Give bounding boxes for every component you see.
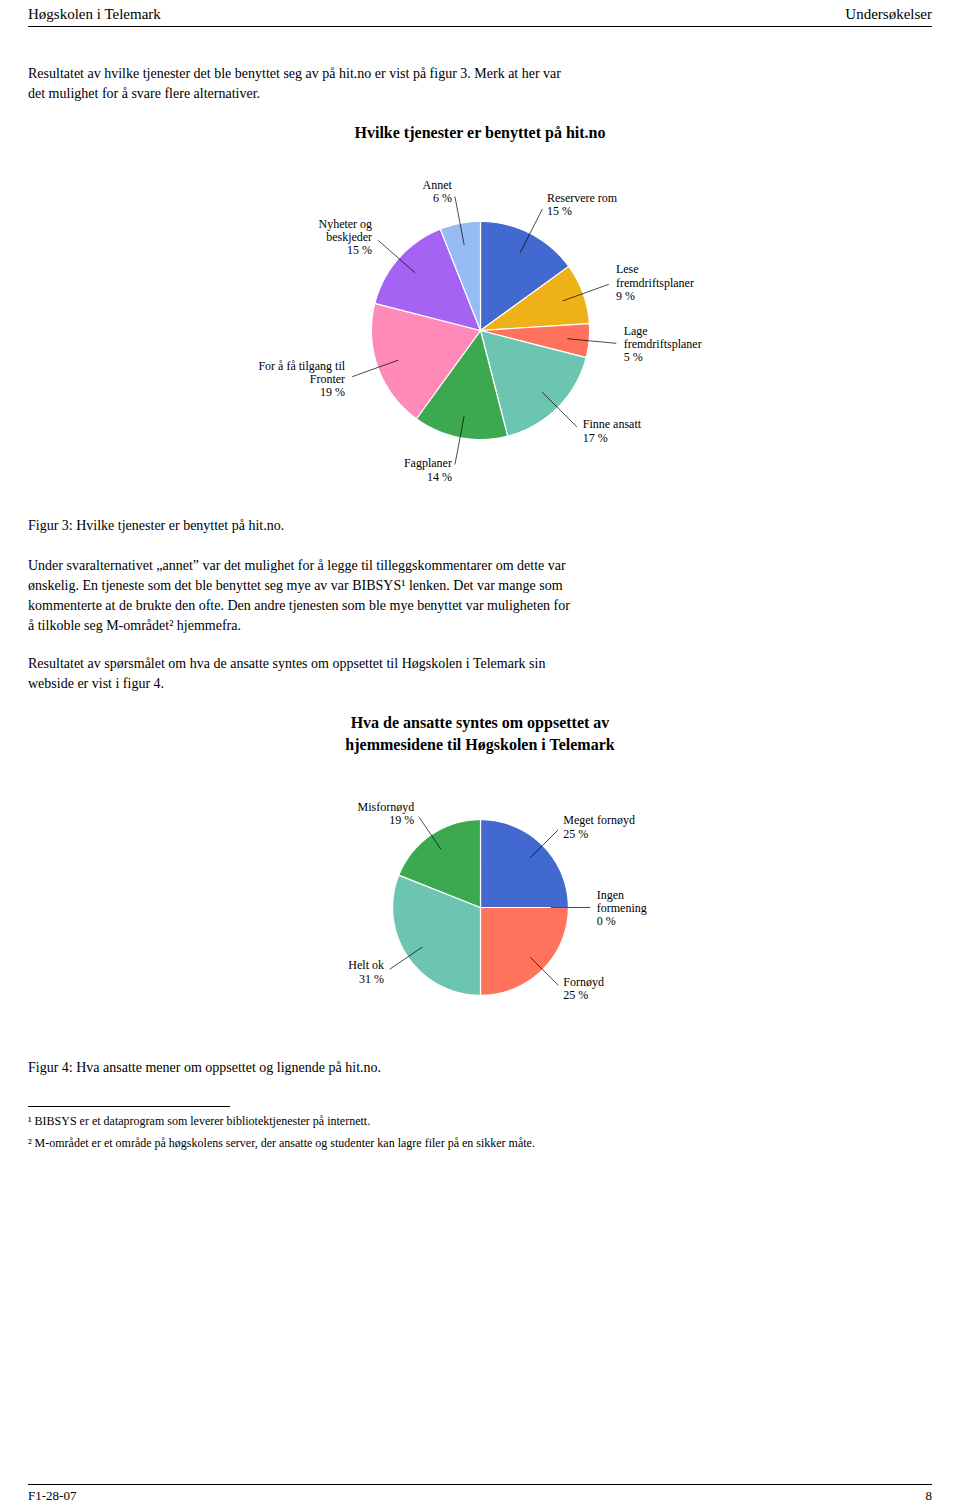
html-text:¹ BIBSYS er et dataprogram som: ¹ BIBSYS er et dataprogram som leverer b… bbox=[28, 1114, 371, 1128]
svg-text:Helt ok31 %: Helt ok31 % bbox=[348, 958, 384, 985]
html-text:Resultatet av spørsmålet om hv: Resultatet av spørsmålet om hva de ansat… bbox=[28, 656, 546, 691]
html-text:Hvilke tjenester er benyttet p: Hvilke tjenester er benyttet på hit.no bbox=[354, 124, 606, 141]
html-text:Undersøkelser: Undersøkelser bbox=[845, 6, 932, 22]
html-text:Under svaralternativet „annet”: Under svaralternativet „annet” var det m… bbox=[28, 558, 570, 633]
svg-text:Fagplaner14 %: Fagplaner14 % bbox=[404, 456, 452, 483]
html-text:Figur 4: Hva ansatte mener om: Figur 4: Hva ansatte mener om oppsettet … bbox=[28, 1060, 381, 1075]
svg-text:Annet6 %: Annet6 % bbox=[423, 178, 453, 205]
svg-text:Nyheter ogbeskjeder15 %: Nyheter ogbeskjeder15 % bbox=[318, 217, 372, 257]
svg-text:Reservere rom15 %: Reservere rom15 % bbox=[547, 191, 618, 218]
svg-text:Meget fornøyd25 %: Meget fornøyd25 % bbox=[563, 813, 635, 840]
svg-text:Lesefremdriftsplaner9 %: Lesefremdriftsplaner9 % bbox=[616, 262, 694, 302]
html-text:Resultatet av hvilke tjenester: Resultatet av hvilke tjenester det ble b… bbox=[28, 66, 561, 101]
svg-text:Finne ansatt17 %: Finne ansatt17 % bbox=[583, 417, 642, 444]
html-text:² M-området er et område på hø: ² M-området er et område på høgskolens s… bbox=[28, 1136, 535, 1150]
svg-text:Fornøyd25 %: Fornøyd25 % bbox=[563, 975, 604, 1002]
svg-text:Misfornøyd19 %: Misfornøyd19 % bbox=[358, 800, 415, 827]
svg-text:Ingenformening0 %: Ingenformening0 % bbox=[597, 888, 647, 928]
html-text:Figur 3: Hvilke tjenester er b: Figur 3: Hvilke tjenester er benyttet på… bbox=[28, 518, 285, 533]
html-text:F1-28-07: F1-28-07 bbox=[28, 1488, 77, 1503]
html-text:8: 8 bbox=[925, 1488, 932, 1503]
html-text:Høgskolen i Telemark: Høgskolen i Telemark bbox=[28, 6, 161, 22]
svg-text:Lagefremdriftsplaner5 %: Lagefremdriftsplaner5 % bbox=[624, 324, 702, 364]
html-text:Hva de ansatte syntes om oppse: Hva de ansatte syntes om oppsettet av hj… bbox=[345, 714, 615, 753]
svg-text:For å få tilgang tilFronter19: For å få tilgang tilFronter19 % bbox=[258, 359, 345, 399]
